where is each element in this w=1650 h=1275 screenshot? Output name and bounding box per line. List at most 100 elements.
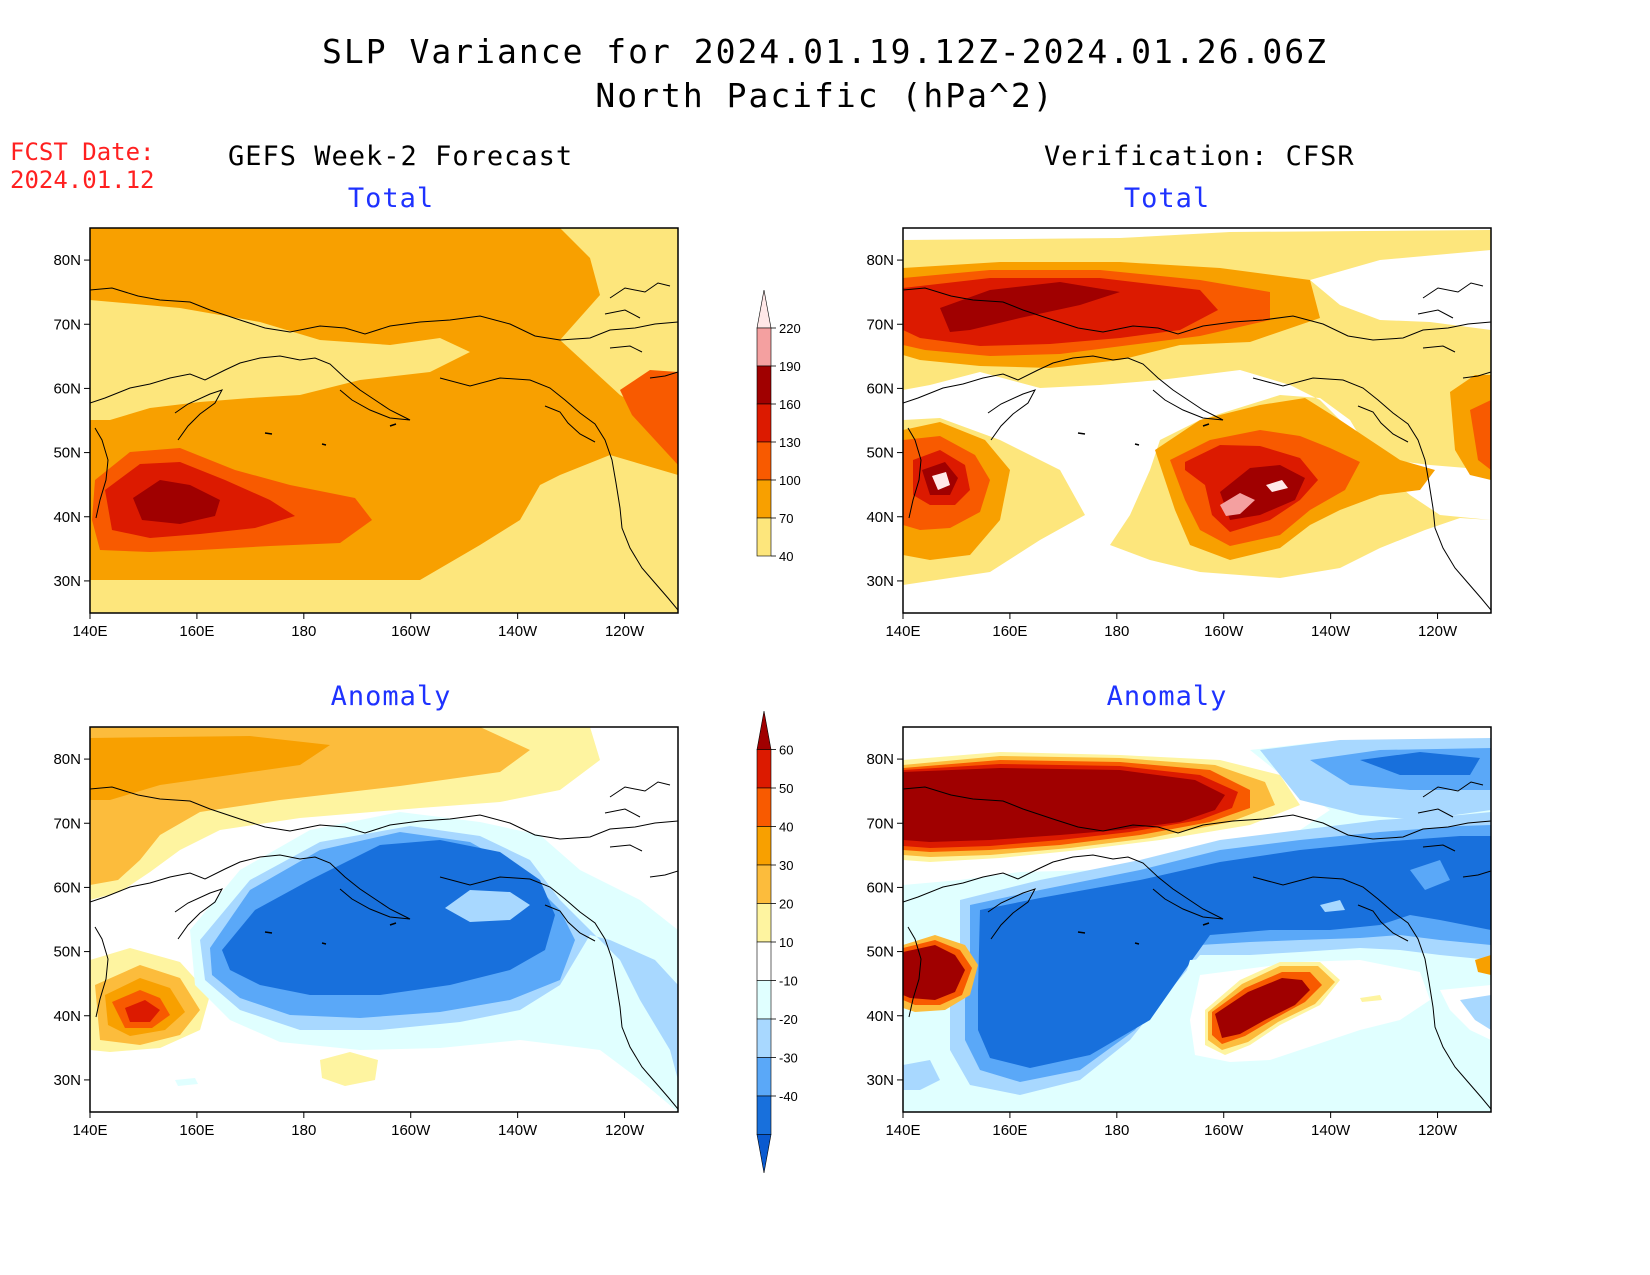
colorbar-label: 30 <box>779 858 793 873</box>
lat-tick-label: 60N <box>866 879 894 896</box>
colorbar-label: -40 <box>779 1089 798 1104</box>
lat-tick-label: 80N <box>866 751 894 768</box>
colorbar-swatch <box>756 441 772 481</box>
lon-tick-label: 140W <box>498 1122 538 1139</box>
lat-tick-label: 30N <box>866 1072 894 1089</box>
lat-tick-label: 50N <box>53 944 81 961</box>
colorbar-swatch <box>756 903 772 943</box>
lon-tick-label: 160W <box>1204 623 1244 640</box>
lat-tick-label: 70N <box>866 815 894 832</box>
colorbar-swatch <box>756 479 772 519</box>
obs-total-map <box>903 228 1491 613</box>
lon-tick-label: 180 <box>291 1122 316 1139</box>
colorbar-label: 220 <box>779 321 801 336</box>
lon-tick-label: 140W <box>1311 623 1351 640</box>
forecast-date-value: 2024.01.12 <box>10 166 155 194</box>
lat-tick-label: 60N <box>53 380 81 397</box>
forecast-column-title: GEFS Week-2 Forecast <box>228 141 574 172</box>
colorbar-swatch <box>756 289 772 329</box>
verification-column-title: Verification: CFSR <box>1044 141 1355 172</box>
axes: 140E 160E 180 160W 140W 120W 80N 70N 60N 50N 40N 30… <box>53 252 1458 1139</box>
colorbar-swatch <box>756 980 772 1020</box>
map-title: SLP Variance for 2024.01.19.12Z-2024.01.… <box>322 32 1328 71</box>
colorbar-label: 10 <box>779 935 793 950</box>
lon-tick-label: 160E <box>179 1122 214 1139</box>
colorbar-label: -30 <box>779 1051 798 1066</box>
lon-tick-label: 140E <box>72 623 107 640</box>
lon-tick-label: 160E <box>992 1122 1027 1139</box>
fcst-total-title: Total <box>347 183 435 214</box>
colorbar-label: 100 <box>779 473 801 488</box>
obs-anomaly-title: Anomaly <box>1106 681 1228 712</box>
lat-tick-label: 40N <box>866 1008 894 1025</box>
colorbar-swatch <box>756 403 772 443</box>
lon-tick-label: 160W <box>391 1122 431 1139</box>
colorbar-swatch <box>756 864 772 904</box>
lon-tick-label: 140E <box>72 1122 107 1139</box>
fcst-total-map <box>90 228 678 613</box>
lon-tick-label: 180 <box>1104 623 1129 640</box>
fcst-anomaly-title: Anomaly <box>330 681 452 712</box>
colorbar-label: -20 <box>779 1012 798 1027</box>
lon-tick-label: 120W <box>1418 623 1458 640</box>
colorbar-swatch <box>756 517 772 557</box>
colorbar-label: 190 <box>779 359 801 374</box>
colorbar-label: 70 <box>779 511 793 526</box>
lat-tick-label: 30N <box>866 573 894 590</box>
lat-tick-label: 80N <box>866 252 894 269</box>
lat-tick-label: 50N <box>53 445 81 462</box>
lon-tick-label: 120W <box>605 623 645 640</box>
colorbar-label: -10 <box>779 974 798 989</box>
lat-tick-label: 40N <box>53 1008 81 1025</box>
lat-tick-label: 80N <box>53 252 81 269</box>
colorbar-label: 130 <box>779 435 801 450</box>
forecast-date-label: FCST Date: <box>10 138 155 166</box>
colorbar-label: 60 <box>779 743 793 758</box>
lon-tick-label: 180 <box>1104 1122 1129 1139</box>
lat-tick-label: 70N <box>53 815 81 832</box>
lat-tick-label: 70N <box>866 316 894 333</box>
total-colorbar: 220 190 160 130 100 70 40 <box>756 289 801 564</box>
colorbar-swatch <box>756 1018 772 1058</box>
map-subtitle: North Pacific (hPa^2) <box>595 76 1055 115</box>
colorbar-label: 50 <box>779 781 793 796</box>
forecast-date: FCST Date: 2024.01.12 <box>10 138 155 194</box>
colorbar-swatch <box>756 1057 772 1097</box>
obs-total-title: Total <box>1123 183 1211 214</box>
colorbar-swatch <box>756 327 772 367</box>
colorbar-swatch <box>756 826 772 866</box>
colorbar-swatch <box>756 710 772 750</box>
colorbar-label: 40 <box>779 820 793 835</box>
lat-tick-label: 30N <box>53 573 81 590</box>
obs-anomaly-map <box>903 727 1491 1112</box>
colorbar-label: 160 <box>779 397 801 412</box>
lon-tick-label: 140W <box>498 623 538 640</box>
lon-tick-label: 120W <box>605 1122 645 1139</box>
lat-tick-label: 70N <box>53 316 81 333</box>
lon-tick-label: 160W <box>1204 1122 1244 1139</box>
lat-tick-label: 50N <box>866 944 894 961</box>
lon-tick-label: 160E <box>179 623 214 640</box>
colorbar-swatch <box>756 1134 772 1174</box>
colorbar-label: 20 <box>779 897 793 912</box>
lon-tick-label: 140E <box>885 623 920 640</box>
lon-tick-label: 140E <box>885 1122 920 1139</box>
lat-tick-label: 30N <box>53 1072 81 1089</box>
lat-tick-label: 40N <box>53 509 81 526</box>
colorbar-swatch <box>756 749 772 789</box>
lon-tick-label: 160E <box>992 623 1027 640</box>
lon-tick-label: 140W <box>1311 1122 1351 1139</box>
colorbar-label: 40 <box>779 549 793 564</box>
lon-tick-label: 160W <box>391 623 431 640</box>
colorbar-swatch <box>756 941 772 981</box>
anomaly-colorbar: 60 50 40 30 20 10 -10 -20 -30 -40 <box>756 710 798 1174</box>
lat-tick-label: 40N <box>866 509 894 526</box>
lat-tick-label: 60N <box>866 380 894 397</box>
colorbar-swatch <box>756 365 772 405</box>
colorbar-swatch <box>756 1095 772 1135</box>
lat-tick-label: 80N <box>53 751 81 768</box>
fcst-anomaly-map <box>90 727 678 1112</box>
lat-tick-label: 50N <box>866 445 894 462</box>
lon-tick-label: 120W <box>1418 1122 1458 1139</box>
